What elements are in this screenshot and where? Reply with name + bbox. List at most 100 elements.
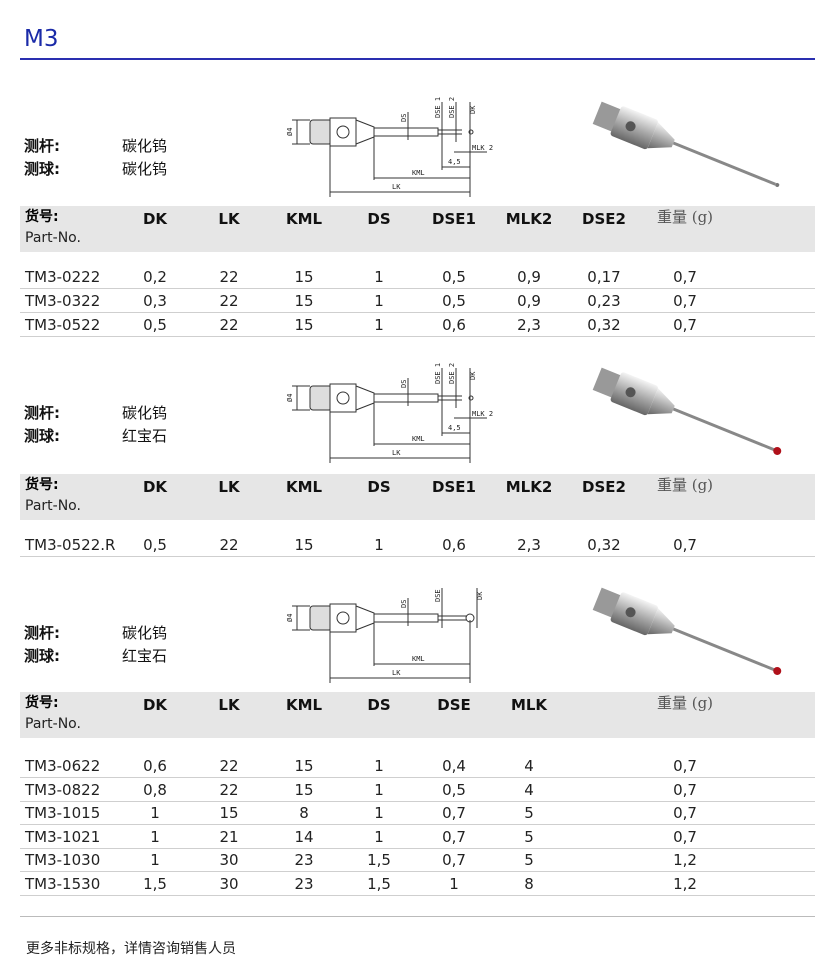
table-cell: 0,7 [673, 804, 697, 822]
table-row: TM3-0622 0,6 22 15 1 0,4 4 0,7 [20, 754, 815, 778]
column-header: MLK2 [505, 478, 553, 496]
column-header: DSE1 [432, 478, 476, 496]
table-cell: 0,5 [442, 292, 466, 310]
mlk2-label: MLK 2 [472, 144, 493, 152]
table-cell: 15 [294, 536, 314, 554]
table-cell: 23 [294, 851, 314, 869]
table-cell: 0,9 [517, 268, 541, 286]
ball-material: 碳化钨 [122, 160, 168, 178]
column-header: MLK [510, 696, 548, 714]
table-cell: 0,7 [442, 827, 466, 846]
table-cell: 8 [299, 804, 309, 822]
kml-label: KML [412, 655, 425, 663]
column-header: DK [142, 696, 168, 714]
page-title: M3 [24, 26, 59, 52]
table-cell: 0,7 [673, 316, 697, 334]
part-no-header: Part-No. [25, 230, 81, 246]
dimension-label: 4,5 [448, 158, 461, 166]
diameter-label: Ø4 [286, 394, 294, 402]
dse1-label: DSE 1 [434, 363, 442, 384]
table-cell: 0,7 [442, 851, 466, 869]
table-header: 货号: Part-No. DK LK KML DS DSE1 MLK2 DSE2 重量 (g) [20, 474, 815, 520]
table-cell: 4 [524, 757, 534, 775]
table-cell: 15 [219, 804, 239, 822]
product-photo [585, 94, 805, 198]
table-cell: 0,7 [673, 757, 697, 775]
column-header: DSE1 [432, 210, 476, 228]
ball-label: 测球: [24, 427, 60, 445]
table-cell: 5 [524, 804, 534, 822]
part-number: TM3-0822 [25, 780, 101, 799]
table-cell: 22 [219, 757, 239, 775]
table-cell: 1 [374, 757, 384, 775]
table-cell: 1 [374, 292, 384, 310]
stylus-material: 碳化钨 [122, 137, 168, 155]
lk-label: LK [392, 449, 401, 457]
stylus-material: 碳化钨 [122, 404, 168, 422]
part-number: TM3-1030 [25, 851, 101, 869]
stylus-drawing: Ø4 DS DSE 1 DSE 2 DK MLK 2 4,5 KML LK [272, 358, 512, 472]
table-cell: 0,7 [442, 804, 466, 822]
table-cell: 0,9 [517, 292, 541, 310]
table-cell: 2,3 [517, 316, 541, 334]
table-cell: 1 [374, 804, 384, 822]
dk-label: DK [469, 105, 477, 114]
lk-label: LK [392, 669, 401, 677]
table-cell: 15 [294, 780, 314, 799]
table-row: TM3-0322 0,3 22 15 1 0,5 0,9 0,23 0,7 [20, 289, 815, 313]
table-cell: 23 [294, 874, 314, 893]
table-cell: 22 [219, 536, 239, 554]
table-cell: 15 [294, 292, 314, 310]
table-cell: 1 [374, 268, 384, 286]
table-cell: 15 [294, 316, 314, 334]
column-header: DS [367, 696, 391, 714]
column-header: LK [218, 210, 240, 228]
table-cell: 1 [374, 827, 384, 846]
table-row: TM3-0822 0,8 22 15 1 0,5 4 0,7 [20, 778, 815, 802]
table-cell: 0,7 [673, 827, 697, 846]
weight-header: 重量 (g) [656, 476, 714, 494]
table-cell: 15 [294, 757, 314, 775]
table-cell: 1,2 [673, 874, 697, 893]
table-cell: 21 [219, 827, 239, 846]
diameter-label: Ø4 [286, 614, 294, 622]
product-photo [585, 580, 805, 684]
table-cell: 0,5 [442, 268, 466, 286]
table-cell: 1,5 [143, 874, 167, 893]
table-cell: 30 [219, 874, 239, 893]
ball-material: 红宝石 [122, 427, 168, 445]
table-cell: 0,5 [442, 780, 466, 799]
column-header: DSE2 [582, 478, 626, 496]
stylus-drawing: Ø4 DS DSE DK KML LK [272, 578, 512, 692]
column-header: DS [367, 478, 391, 496]
table-cell: 0,3 [143, 292, 167, 310]
table-cell: 0,17 [587, 268, 621, 286]
stylus-material: 碳化钨 [122, 624, 168, 642]
part-number: TM3-0522.R [25, 536, 116, 554]
ball-material: 红宝石 [122, 647, 168, 665]
ds-label: DS [400, 114, 408, 122]
table-cell: 0,7 [673, 292, 697, 310]
table-cell: 5 [524, 827, 534, 846]
dk-label: DK [469, 371, 477, 380]
table-cell: 0,7 [673, 780, 697, 799]
product-photo [585, 360, 805, 464]
part-no-header: Part-No. [25, 716, 81, 732]
dse-label: DSE [434, 589, 442, 602]
table-cell: 14 [294, 827, 314, 846]
table-cell: 15 [294, 268, 314, 286]
table-row: TM3-1021 1 21 14 1 0,7 5 0,7 [20, 825, 815, 849]
table-header: 货号: Part-No. DK LK KML DS DSE MLK 重量 (g) [20, 692, 815, 738]
part-number: TM3-0622 [25, 757, 101, 775]
dk-label: DK [476, 591, 484, 600]
ball-label: 测球: [24, 647, 60, 665]
table-row: TM3-1530 1,5 30 23 1,5 1 8 1,2 [20, 872, 815, 896]
table-cell: 0,5 [143, 536, 167, 554]
table-cell: 0,7 [673, 536, 697, 554]
table-cell: 0,6 [143, 757, 167, 775]
table-cell: 0,5 [143, 316, 167, 334]
table-cell: 0,4 [442, 757, 466, 775]
table-cell: 22 [219, 780, 239, 799]
table-cell: 22 [219, 292, 239, 310]
